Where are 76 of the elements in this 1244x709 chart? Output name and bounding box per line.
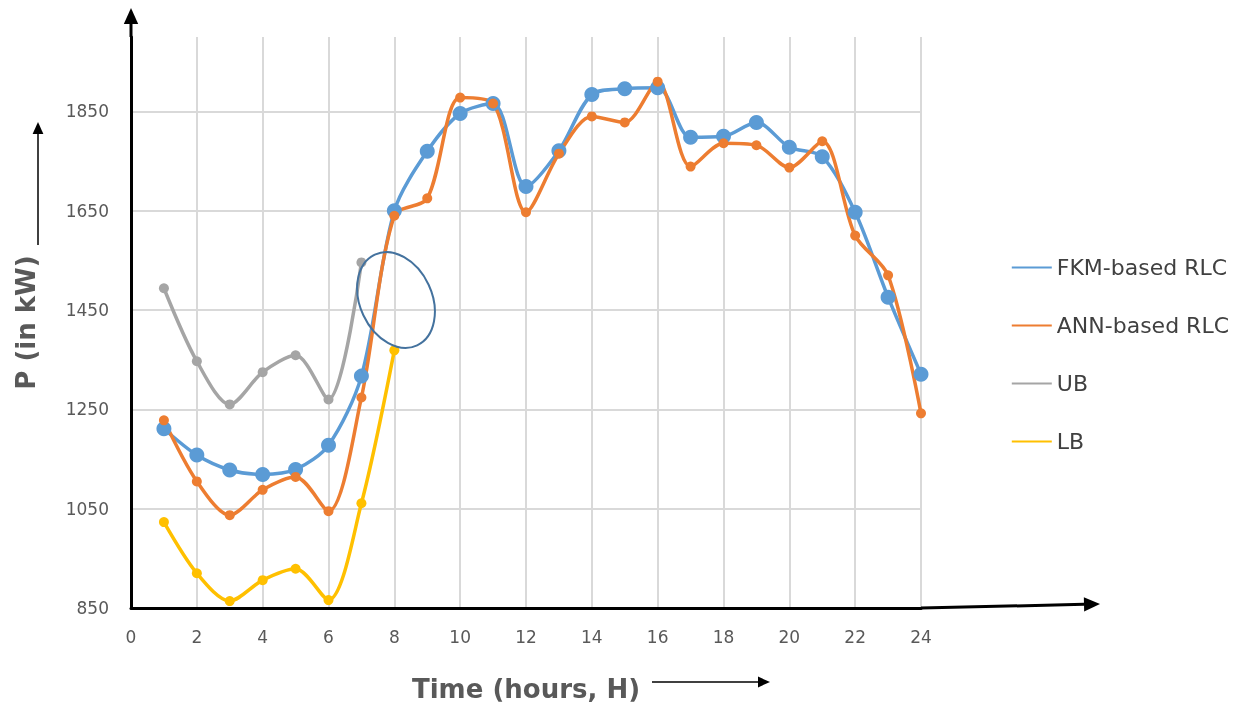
x-tick-label: 0	[125, 626, 137, 647]
point	[323, 595, 334, 606]
point	[224, 399, 235, 410]
y-tick-label: 1050	[65, 498, 109, 519]
point	[619, 117, 630, 128]
point	[817, 136, 828, 147]
point	[257, 484, 268, 495]
x-axis-title: Time (hours, H)	[411, 674, 641, 704]
point	[748, 114, 764, 130]
legend-label: FKM-based RLC	[1056, 255, 1228, 280]
legend-label: UB	[1056, 371, 1088, 396]
x-tick-label: 20	[778, 626, 801, 647]
point	[455, 92, 466, 103]
point	[158, 415, 169, 426]
point	[224, 596, 235, 607]
point	[913, 366, 929, 382]
point	[224, 510, 235, 521]
point	[916, 408, 926, 419]
point	[784, 162, 795, 173]
point	[290, 471, 301, 482]
point	[781, 139, 797, 155]
point	[257, 575, 268, 586]
point	[814, 149, 830, 165]
point	[290, 563, 301, 574]
y-tick-label: 1850	[65, 101, 109, 122]
point	[880, 289, 896, 305]
x-tick-label: 10	[449, 626, 471, 647]
legend-label: ANN-based RLC	[1056, 313, 1230, 338]
x-tick-label: 14	[581, 626, 603, 647]
point	[518, 178, 534, 194]
point	[883, 270, 894, 281]
point	[683, 129, 699, 145]
x-tick-label: 24	[910, 626, 932, 647]
y-tick-label: 1650	[65, 200, 109, 221]
point	[718, 138, 729, 149]
point	[222, 462, 238, 478]
point	[290, 350, 301, 361]
point	[158, 517, 169, 528]
point	[191, 568, 202, 579]
x-tick-label: 4	[257, 626, 269, 647]
point	[419, 143, 435, 159]
legend-label: LB	[1056, 429, 1085, 454]
point	[850, 230, 861, 241]
point	[257, 367, 268, 378]
y-tick-label: 1250	[65, 399, 109, 420]
point	[521, 207, 531, 218]
x-tick-label: 16	[646, 626, 669, 647]
point	[189, 447, 205, 463]
point	[191, 356, 202, 367]
point	[586, 111, 597, 122]
point	[356, 392, 367, 403]
point	[158, 283, 169, 294]
y-tick-label: 850	[76, 598, 109, 618]
point	[452, 105, 468, 121]
point	[617, 81, 633, 97]
y-tick-label: 1450	[65, 300, 109, 321]
x-tick-label: 8	[388, 626, 400, 647]
point	[323, 394, 334, 405]
x-tick-label: 6	[323, 626, 334, 647]
point	[652, 76, 663, 87]
x-tick-label: 22	[844, 626, 866, 647]
x-tick-label: 12	[515, 626, 537, 647]
x-tick-label: 18	[712, 626, 735, 647]
point	[353, 368, 369, 384]
point	[847, 204, 863, 220]
point	[321, 437, 336, 453]
point	[323, 506, 334, 517]
point	[685, 161, 696, 172]
point	[751, 140, 762, 151]
point	[191, 476, 202, 487]
point	[255, 466, 271, 482]
point	[356, 498, 367, 509]
point	[422, 193, 433, 204]
point	[584, 87, 600, 103]
x-tick-label: 2	[191, 626, 203, 647]
y-axis-title: P (in kW)	[11, 255, 41, 390]
